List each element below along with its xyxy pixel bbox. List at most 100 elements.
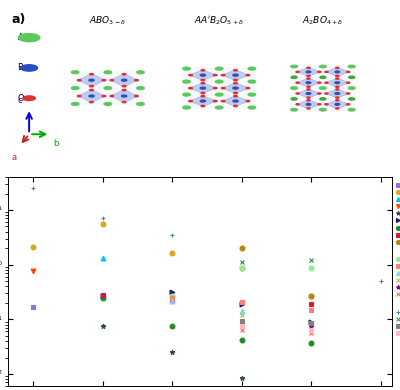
Circle shape bbox=[110, 96, 114, 97]
Polygon shape bbox=[325, 100, 349, 109]
Text: B: B bbox=[18, 64, 24, 73]
Circle shape bbox=[306, 93, 311, 94]
Circle shape bbox=[325, 82, 328, 83]
Circle shape bbox=[318, 104, 321, 105]
Circle shape bbox=[90, 101, 93, 103]
Polygon shape bbox=[189, 83, 216, 94]
FancyBboxPatch shape bbox=[71, 71, 144, 105]
Circle shape bbox=[335, 71, 340, 73]
Legend: $\mathbf{ABO_{3\text{-}\delta}}$, BACNT||SDC||BACNT, BSCF||SDC||BSCF, SCFN||SDC|: $\mathbf{ABO_{3\text{-}\delta}}$, BACNT|… bbox=[396, 173, 400, 337]
Circle shape bbox=[214, 87, 217, 89]
Circle shape bbox=[201, 69, 205, 71]
Circle shape bbox=[183, 106, 190, 109]
Circle shape bbox=[110, 80, 114, 81]
Text: O: O bbox=[18, 94, 24, 103]
Circle shape bbox=[72, 103, 79, 105]
Circle shape bbox=[248, 80, 256, 83]
Circle shape bbox=[214, 74, 217, 76]
Text: A: A bbox=[18, 33, 23, 42]
Circle shape bbox=[336, 97, 339, 98]
Circle shape bbox=[349, 76, 355, 78]
Circle shape bbox=[102, 96, 106, 97]
Circle shape bbox=[335, 82, 340, 83]
Polygon shape bbox=[296, 89, 320, 98]
FancyBboxPatch shape bbox=[290, 65, 356, 111]
Circle shape bbox=[189, 87, 192, 89]
Circle shape bbox=[306, 103, 311, 105]
Circle shape bbox=[307, 78, 310, 79]
Circle shape bbox=[336, 89, 339, 90]
Circle shape bbox=[221, 74, 225, 76]
Circle shape bbox=[183, 80, 190, 83]
Circle shape bbox=[346, 104, 350, 105]
Circle shape bbox=[201, 79, 205, 81]
Circle shape bbox=[234, 96, 237, 97]
Circle shape bbox=[201, 105, 205, 106]
Text: $A_2BO_{4+\delta}$: $A_2BO_{4+\delta}$ bbox=[302, 14, 344, 27]
Circle shape bbox=[89, 95, 94, 97]
Circle shape bbox=[89, 79, 94, 81]
Circle shape bbox=[246, 74, 250, 76]
Circle shape bbox=[234, 92, 237, 94]
Circle shape bbox=[335, 93, 340, 94]
Circle shape bbox=[318, 82, 321, 83]
Circle shape bbox=[122, 85, 126, 87]
Circle shape bbox=[296, 104, 299, 105]
Circle shape bbox=[77, 80, 81, 81]
Circle shape bbox=[104, 103, 112, 105]
Circle shape bbox=[200, 100, 206, 102]
Circle shape bbox=[233, 74, 238, 76]
Text: b: b bbox=[53, 138, 58, 147]
Circle shape bbox=[122, 89, 126, 91]
Circle shape bbox=[296, 93, 299, 94]
Text: c: c bbox=[18, 96, 22, 105]
Circle shape bbox=[335, 103, 340, 105]
Circle shape bbox=[336, 75, 339, 76]
Circle shape bbox=[234, 79, 237, 81]
Polygon shape bbox=[296, 100, 320, 109]
Circle shape bbox=[189, 100, 192, 102]
Circle shape bbox=[346, 82, 350, 83]
Circle shape bbox=[21, 65, 38, 71]
Circle shape bbox=[346, 93, 350, 94]
Circle shape bbox=[248, 67, 256, 70]
Circle shape bbox=[318, 71, 321, 73]
Circle shape bbox=[200, 74, 206, 76]
Polygon shape bbox=[222, 83, 249, 94]
Circle shape bbox=[104, 87, 112, 90]
Polygon shape bbox=[110, 74, 138, 87]
Circle shape bbox=[90, 73, 93, 75]
Polygon shape bbox=[325, 67, 349, 76]
Circle shape bbox=[90, 85, 93, 87]
Circle shape bbox=[336, 108, 339, 109]
Circle shape bbox=[221, 87, 225, 89]
Circle shape bbox=[248, 93, 256, 96]
Circle shape bbox=[216, 80, 223, 83]
Circle shape bbox=[183, 67, 190, 70]
Text: a): a) bbox=[12, 13, 26, 26]
Circle shape bbox=[325, 71, 328, 73]
Circle shape bbox=[306, 82, 311, 83]
Circle shape bbox=[348, 87, 355, 89]
Circle shape bbox=[348, 108, 355, 111]
Circle shape bbox=[318, 93, 321, 94]
Circle shape bbox=[307, 100, 310, 101]
Circle shape bbox=[90, 89, 93, 91]
Circle shape bbox=[296, 82, 299, 83]
Circle shape bbox=[320, 65, 326, 68]
Circle shape bbox=[72, 71, 79, 74]
Circle shape bbox=[291, 65, 297, 68]
Polygon shape bbox=[222, 70, 249, 81]
Circle shape bbox=[307, 97, 310, 98]
Circle shape bbox=[216, 67, 223, 70]
Circle shape bbox=[346, 71, 350, 73]
Circle shape bbox=[307, 86, 310, 87]
Circle shape bbox=[246, 87, 250, 89]
Polygon shape bbox=[296, 78, 320, 87]
Circle shape bbox=[291, 87, 297, 89]
Polygon shape bbox=[325, 78, 349, 87]
Circle shape bbox=[307, 89, 310, 90]
Circle shape bbox=[122, 95, 127, 97]
Circle shape bbox=[234, 69, 237, 71]
Circle shape bbox=[336, 100, 339, 101]
